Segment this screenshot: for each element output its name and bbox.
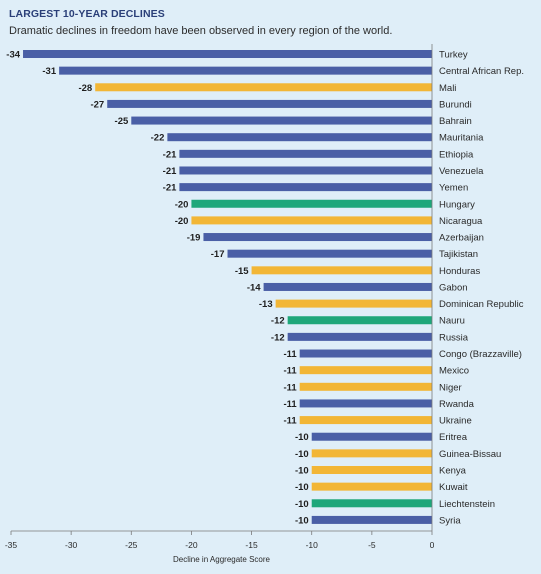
category-label: Honduras <box>439 266 480 277</box>
category-label: Kenya <box>439 466 467 477</box>
category-label: Mauritania <box>439 133 484 144</box>
value-label: -27 <box>90 99 104 110</box>
category-label: Bahrain <box>439 116 472 127</box>
value-label: -22 <box>151 133 165 144</box>
bar <box>263 282 432 291</box>
category-label: Ethiopia <box>439 149 474 160</box>
value-label: -11 <box>283 349 297 360</box>
chart-subtitle: Dramatic declines in freedom have been o… <box>9 25 393 37</box>
value-label: -10 <box>295 482 309 493</box>
bar <box>311 432 432 441</box>
bar <box>179 183 432 192</box>
bar <box>131 116 433 125</box>
category-label: Liechtenstein <box>439 499 495 510</box>
bar <box>227 249 432 258</box>
bar <box>59 66 432 75</box>
x-tick-label: -20 <box>185 540 198 550</box>
bar <box>179 149 432 158</box>
bar <box>191 199 432 208</box>
x-tick-label: -35 <box>5 540 18 550</box>
value-label: -34 <box>6 50 20 61</box>
bar <box>299 382 432 391</box>
value-label: -20 <box>175 216 189 227</box>
category-label: Niger <box>439 382 462 393</box>
value-label: -14 <box>247 282 261 293</box>
bar <box>203 233 432 242</box>
category-label: Hungary <box>439 199 475 210</box>
bar <box>251 266 432 275</box>
bar <box>311 449 432 458</box>
value-label: -10 <box>295 449 309 460</box>
bar <box>287 332 432 341</box>
value-label: -12 <box>271 316 285 327</box>
bar <box>311 482 432 491</box>
value-label: -21 <box>163 183 177 194</box>
bar <box>107 99 432 108</box>
value-label: -12 <box>271 332 285 343</box>
bar <box>95 83 432 92</box>
category-label: Turkey <box>439 50 468 61</box>
category-label: Congo (Brazzaville) <box>439 349 522 360</box>
chart-title: LARGEST 10-YEAR DECLINES <box>9 8 165 20</box>
bar <box>299 349 432 358</box>
category-label: Ukraine <box>439 416 472 427</box>
value-label: -21 <box>163 149 177 160</box>
value-label: -10 <box>295 466 309 477</box>
x-tick-label: -5 <box>368 540 376 550</box>
value-label: -20 <box>175 199 189 210</box>
value-label: -10 <box>295 499 309 510</box>
bar <box>299 366 432 375</box>
category-label: Russia <box>439 332 469 343</box>
x-tick-label: -30 <box>65 540 78 550</box>
category-label: Syria <box>439 515 461 526</box>
category-label: Venezuela <box>439 166 484 177</box>
category-label: Guinea-Bissau <box>439 449 501 460</box>
bar <box>311 499 432 508</box>
value-label: -10 <box>295 432 309 443</box>
value-label: -11 <box>283 382 297 393</box>
value-label: -25 <box>115 116 129 127</box>
value-label: -17 <box>211 249 225 260</box>
value-label: -21 <box>163 166 177 177</box>
bar <box>299 416 432 425</box>
value-label: -28 <box>78 83 92 94</box>
bar <box>23 50 433 58</box>
category-label: Eritrea <box>439 432 468 443</box>
category-label: Mexico <box>439 366 469 377</box>
category-label: Mali <box>439 83 456 94</box>
bar <box>179 166 432 175</box>
x-tick-label: -10 <box>306 540 319 550</box>
value-label: -31 <box>42 66 56 77</box>
x-tick-label: -15 <box>245 540 258 550</box>
value-label: -13 <box>259 299 273 310</box>
category-label: Dominican Republic <box>439 299 524 310</box>
bar <box>311 515 432 524</box>
bar <box>299 399 432 408</box>
x-tick-label: -25 <box>125 540 138 550</box>
value-label: -19 <box>187 233 201 244</box>
category-label: Kuwait <box>439 482 468 493</box>
bar <box>311 466 432 474</box>
bar <box>167 133 432 142</box>
value-label: -11 <box>283 366 297 377</box>
category-label: Azerbaijan <box>439 233 484 244</box>
category-label: Tajikistan <box>439 249 478 260</box>
category-label: Nicaragua <box>439 216 483 227</box>
category-label: Central African Rep. <box>439 66 524 77</box>
value-label: -10 <box>295 515 309 526</box>
bar <box>287 316 432 325</box>
x-tick-label: 0 <box>430 540 435 550</box>
category-label: Nauru <box>439 316 465 327</box>
category-label: Rwanda <box>439 399 475 410</box>
value-label: -11 <box>283 399 297 410</box>
bar <box>275 299 432 308</box>
category-label: Burundi <box>439 99 472 110</box>
category-label: Yemen <box>439 183 468 194</box>
bar <box>191 216 432 225</box>
category-label: Gabon <box>439 282 468 293</box>
value-label: -11 <box>283 416 297 427</box>
value-label: -15 <box>235 266 249 277</box>
x-axis-title: Decline in Aggregate Score <box>173 555 271 564</box>
